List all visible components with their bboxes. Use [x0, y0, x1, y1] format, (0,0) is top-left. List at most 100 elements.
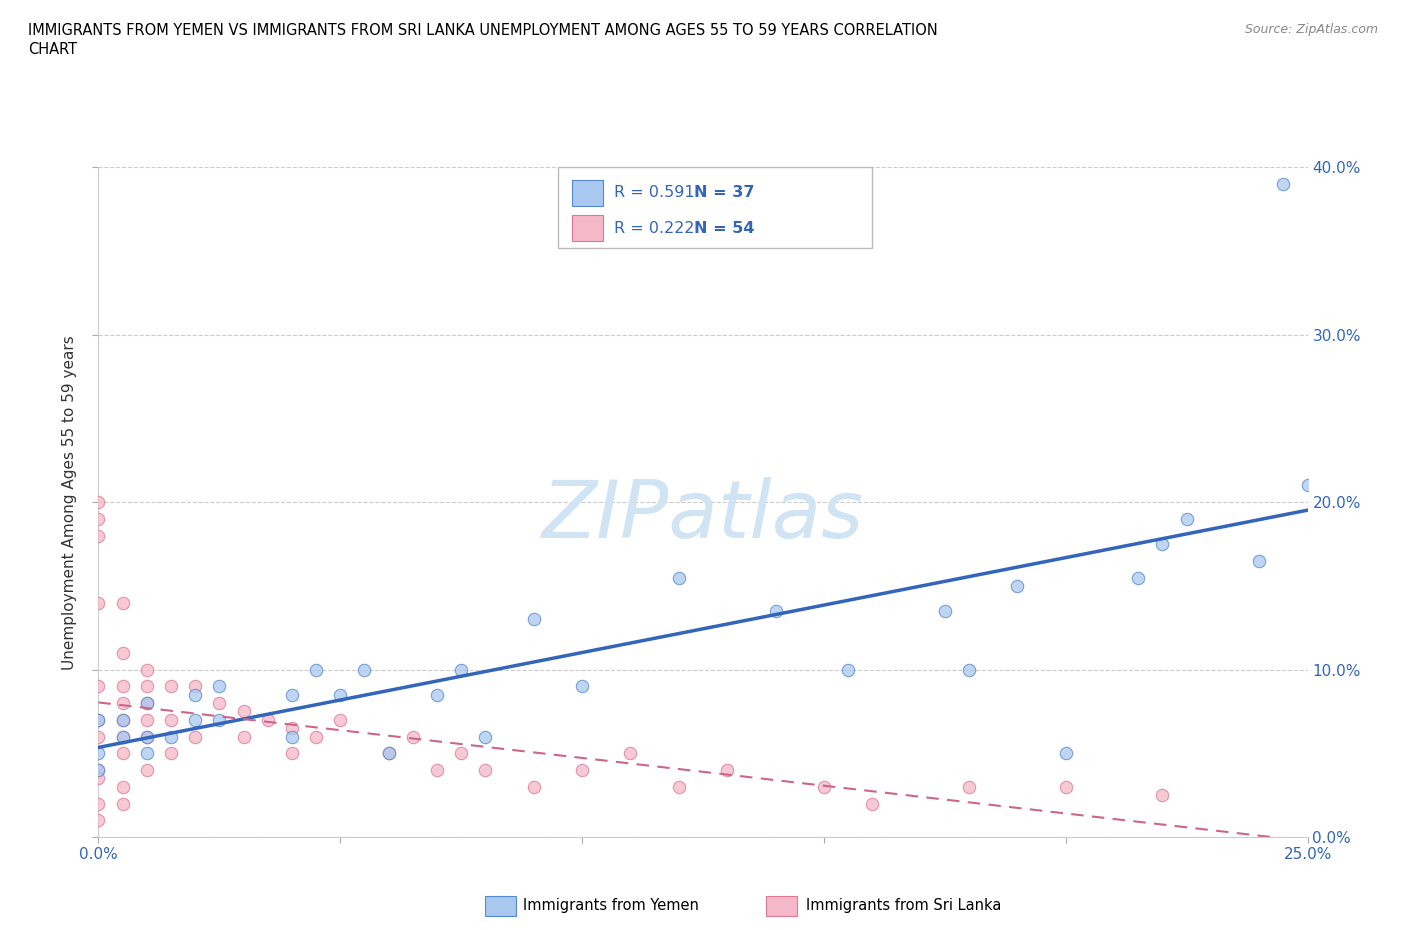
Text: N = 54: N = 54 [695, 220, 755, 235]
Point [668, 570, 690, 585]
Point [1296, 478, 1319, 493]
Point [87, 813, 110, 828]
Point [1054, 779, 1077, 794]
Point [87, 763, 110, 777]
Point [232, 729, 254, 744]
Point [87, 796, 110, 811]
Point [111, 679, 134, 694]
Point [377, 746, 399, 761]
Point [813, 779, 835, 794]
Point [135, 729, 157, 744]
Point [523, 612, 546, 627]
Point [426, 687, 449, 702]
Point [571, 679, 593, 694]
Point [184, 687, 207, 702]
Point [111, 779, 134, 794]
Text: N = 37: N = 37 [695, 185, 755, 200]
Point [111, 595, 134, 610]
Point [716, 763, 738, 777]
Point [450, 746, 472, 761]
Point [305, 729, 328, 744]
Point [571, 763, 593, 777]
Text: Source: ZipAtlas.com: Source: ZipAtlas.com [1244, 23, 1378, 36]
Point [523, 779, 546, 794]
Point [160, 679, 183, 694]
Point [111, 796, 134, 811]
Point [1272, 177, 1295, 192]
Point [87, 679, 110, 694]
Point [135, 662, 157, 677]
Point [111, 645, 134, 660]
Point [87, 495, 110, 510]
Point [329, 712, 352, 727]
Point [184, 712, 207, 727]
Point [135, 746, 157, 761]
Text: CHART: CHART [28, 42, 77, 57]
Text: IMMIGRANTS FROM YEMEN VS IMMIGRANTS FROM SRI LANKA UNEMPLOYMENT AMONG AGES 55 TO: IMMIGRANTS FROM YEMEN VS IMMIGRANTS FROM… [28, 23, 938, 38]
Point [402, 729, 425, 744]
Point [208, 712, 231, 727]
Point [474, 729, 496, 744]
Point [111, 712, 134, 727]
Point [305, 662, 328, 677]
Point [957, 779, 980, 794]
Point [426, 763, 449, 777]
Point [329, 687, 352, 702]
Point [160, 729, 183, 744]
Y-axis label: Unemployment Among Ages 55 to 59 years: Unemployment Among Ages 55 to 59 years [62, 335, 77, 670]
Point [474, 763, 496, 777]
Point [87, 712, 110, 727]
Point [87, 512, 110, 526]
Text: Immigrants from Yemen: Immigrants from Yemen [523, 898, 699, 913]
Point [160, 712, 183, 727]
Point [1249, 553, 1271, 568]
Point [450, 662, 472, 677]
Text: ZIPatlas: ZIPatlas [541, 476, 865, 554]
Point [111, 729, 134, 744]
Point [87, 771, 110, 786]
Point [135, 729, 157, 744]
Point [1128, 570, 1150, 585]
Point [281, 729, 304, 744]
Point [87, 729, 110, 744]
Text: Immigrants from Sri Lanka: Immigrants from Sri Lanka [806, 898, 1001, 913]
Point [860, 796, 883, 811]
Point [353, 662, 375, 677]
Point [135, 679, 157, 694]
Point [1152, 537, 1174, 551]
Point [111, 696, 134, 711]
Point [957, 662, 980, 677]
Point [934, 604, 956, 618]
Point [184, 729, 207, 744]
Point [619, 746, 641, 761]
Point [232, 704, 254, 719]
Point [87, 712, 110, 727]
Point [135, 763, 157, 777]
Point [87, 595, 110, 610]
Point [135, 696, 157, 711]
Point [208, 696, 231, 711]
Point [160, 746, 183, 761]
Point [208, 679, 231, 694]
Point [377, 746, 399, 761]
Point [87, 528, 110, 543]
Point [281, 687, 304, 702]
Point [765, 604, 787, 618]
Point [87, 746, 110, 761]
Point [256, 712, 278, 727]
Point [87, 763, 110, 777]
Point [281, 721, 304, 736]
Point [837, 662, 859, 677]
Point [135, 712, 157, 727]
Text: R = 0.591: R = 0.591 [614, 185, 695, 200]
Point [184, 679, 207, 694]
Point [668, 779, 690, 794]
Point [1152, 788, 1174, 803]
Point [111, 746, 134, 761]
Point [111, 729, 134, 744]
Point [135, 696, 157, 711]
Point [1007, 578, 1029, 593]
Point [1054, 746, 1077, 761]
Point [1175, 512, 1198, 526]
Point [111, 712, 134, 727]
